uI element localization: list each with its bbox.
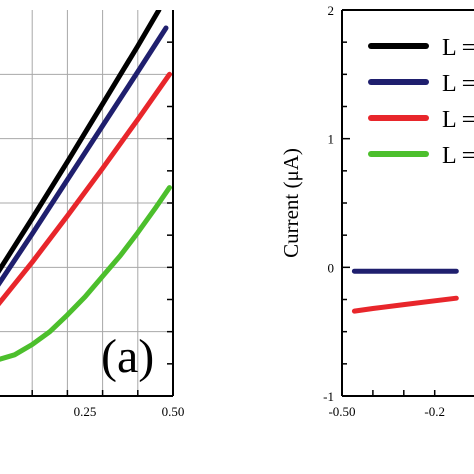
series-line-3 — [0, 71, 172, 307]
y-tick-label: -1 — [323, 389, 334, 404]
panel-b-axes — [341, 9, 474, 397]
legend-label: L = — [442, 143, 474, 169]
x-tick-label: 0.50 — [162, 404, 185, 419]
legend: L = L = L = L = — [368, 35, 474, 169]
panel-a-series — [0, 10, 172, 362]
series-line-1 — [0, 10, 162, 274]
panel-a-x-tick-labels: 0.25 0.50 — [74, 404, 185, 419]
y-tick-label: 0 — [328, 260, 335, 275]
y-tick-label: 2 — [328, 3, 335, 18]
panel-label: (a) — [101, 330, 154, 383]
panel-b-series — [351, 268, 459, 314]
panel-b-x-tick-labels: -0.50 -0.2 — [328, 404, 445, 419]
y-tick-label: 1 — [328, 132, 335, 147]
legend-label: L = — [442, 71, 474, 97]
y-axis-title: Current (μA) — [279, 148, 303, 258]
series-line-4 — [0, 185, 172, 362]
x-tick-label: -0.50 — [328, 404, 355, 419]
panel-b-y-tick-labels: -1 0 1 2 — [323, 3, 334, 404]
legend-label: L = — [442, 107, 474, 133]
series-line-2 — [351, 295, 459, 314]
legend-label: L = — [442, 35, 474, 61]
panel-a: 0.25 0.50 (a) — [0, 10, 184, 419]
series-line-2 — [0, 25, 169, 287]
x-tick-label: 0.25 — [74, 404, 97, 419]
x-tick-label: -0.2 — [424, 404, 445, 419]
panel-a-axes — [0, 10, 174, 397]
